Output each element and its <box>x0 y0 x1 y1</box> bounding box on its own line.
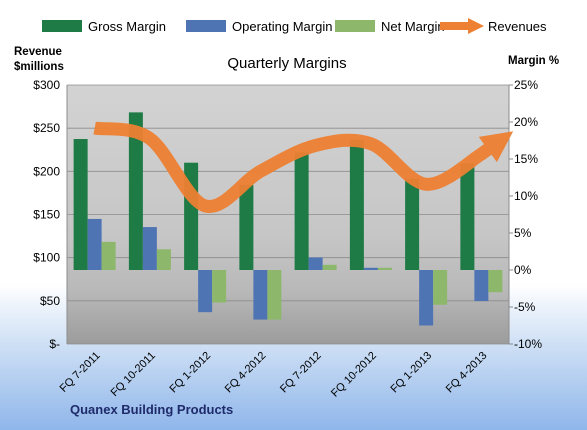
operating-margin-legend-label: Operating Margin <box>232 19 332 34</box>
company-footer: Quanex Building Products <box>70 402 233 417</box>
right-tick-label: 5% <box>514 226 532 240</box>
x-tick-label: FQ 10-2012 <box>329 350 379 400</box>
right-tick-label: 10% <box>514 189 538 203</box>
operating-margin-bar <box>87 218 102 270</box>
revenue-line-layer <box>93 121 514 213</box>
operating-margin-legend-swatch <box>186 20 226 32</box>
operating-margin-bar <box>419 270 434 326</box>
left-axis-title-line2: $millions <box>14 61 64 73</box>
gross-margin-bar <box>128 112 143 270</box>
gross-margin-bar <box>294 152 309 270</box>
left-tick-label: $100 <box>33 251 60 265</box>
right-tick-label: 15% <box>514 152 538 166</box>
net-margin-bar <box>212 270 227 303</box>
gross-margin-bar <box>73 139 88 270</box>
right-axis-title: Margin % <box>508 55 559 67</box>
x-tick-label: FQ 7-2012 <box>278 350 324 396</box>
x-tick-label: FQ 4-2013 <box>444 350 490 396</box>
left-axis-title-line1: Revenue <box>14 46 62 58</box>
net-margin-bar <box>322 264 337 270</box>
net-margin-bar <box>156 249 171 270</box>
net-margin-bar <box>377 267 392 270</box>
x-tick-label: FQ 1-2013 <box>389 350 435 396</box>
legend: Gross Margin Operating Margin Net Margin Re… <box>42 18 547 34</box>
net-margin-legend-swatch <box>335 20 375 32</box>
left-tick-label: $150 <box>33 208 60 222</box>
revenues-legend-label: Revenues <box>488 19 547 34</box>
x-tick-label: FQ 4-2012 <box>223 350 269 396</box>
revenues-legend-arrow <box>468 18 484 34</box>
operating-margin-bar <box>142 227 157 270</box>
net-margin-legend-label: Net Margin <box>381 19 445 34</box>
net-margin-bar <box>433 270 448 305</box>
net-margin-bar <box>101 241 116 270</box>
gross-margin-bar <box>405 178 420 270</box>
left-tick-label: $- <box>49 337 60 351</box>
right-axis-ticks: -10% -5% 0% 5% 10% 15% 20% 25% <box>509 78 542 351</box>
x-axis-ticks: FQ 7-2011 FQ 10-2011 FQ 1-2012 FQ 4-2012 FQ … <box>58 350 490 400</box>
right-tick-label: 20% <box>514 115 538 129</box>
gross-margin-bar <box>239 184 254 270</box>
chart-title: Quarterly Margins <box>227 55 346 72</box>
operating-margin-bar <box>198 270 213 313</box>
net-margin-bar <box>267 270 282 320</box>
left-axis-ticks: $- $50 $100 $150 $200 $250 $300 <box>33 78 60 351</box>
gross-margin-bar <box>349 139 364 270</box>
operating-margin-bar <box>474 270 489 302</box>
operating-margin-bar <box>308 257 323 270</box>
right-tick-label: -5% <box>514 300 536 314</box>
gross-margin-legend-label: Gross Margin <box>88 19 166 34</box>
gross-margin-legend-swatch <box>42 20 82 32</box>
left-tick-label: $50 <box>40 294 60 308</box>
operating-margin-bar <box>253 270 268 320</box>
x-tick-label: FQ 7-2011 <box>58 350 103 395</box>
gross-margin-bar <box>460 163 475 270</box>
right-tick-label: 25% <box>514 78 538 92</box>
right-tick-label: -10% <box>514 337 542 351</box>
left-tick-label: $200 <box>33 164 60 178</box>
x-tick-label: FQ 1-2012 <box>168 350 214 396</box>
right-tick-label: 0% <box>514 263 532 277</box>
x-tick-label: FQ 10-2011 <box>109 350 158 399</box>
left-tick-label: $250 <box>33 121 60 135</box>
operating-margin-bar <box>363 267 378 270</box>
net-margin-bar <box>488 270 503 293</box>
left-tick-label: $300 <box>33 78 60 92</box>
revenues-line <box>93 121 514 213</box>
